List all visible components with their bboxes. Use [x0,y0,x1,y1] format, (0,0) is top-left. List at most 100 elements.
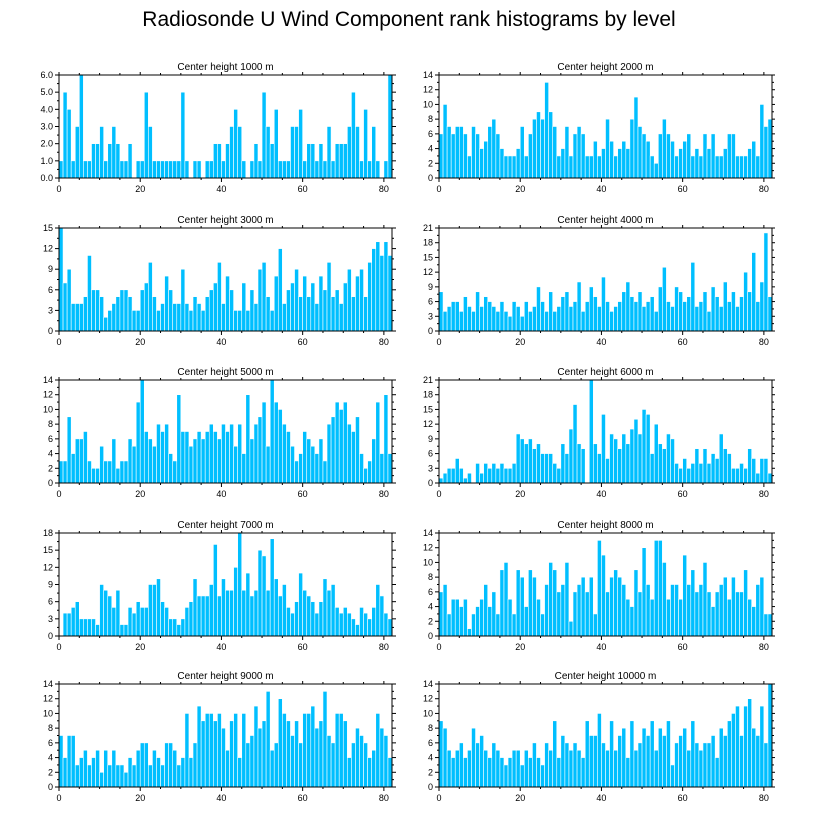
histogram-bar [383,241,389,332]
histogram-bar [249,289,255,332]
histogram-bar [95,143,100,179]
histogram-bar [483,584,489,637]
histogram-bar [507,315,513,332]
histogram-bar [544,311,549,332]
histogram-panel-3: Center height 3000 m 0 3 6 9 12 15 0 20 40 60 80 [43,215,396,347]
histogram-panel-2: Center height 2000 m 0 2 4 6 8 10 12 14 0 20 40 60 80 [423,62,775,194]
histogram-bar [576,584,582,637]
y-tick-label: 0 [428,631,433,641]
histogram-bar [463,598,468,637]
y-tick-label: 2 [428,158,433,168]
histogram-bar [286,720,291,788]
histogram-bar [152,584,157,637]
histogram-bar [662,448,667,484]
histogram-bar [355,126,360,179]
histogram-bar [710,606,716,637]
histogram-bar [649,155,655,179]
histogram-bar [269,310,275,332]
histogram-bar [625,148,631,179]
histogram-bar [314,453,320,484]
y-tick-label: 3 [48,305,53,315]
histogram-bar [637,126,643,179]
y-tick-label: 6 [48,434,53,444]
histogram-bar [499,463,505,484]
histogram-bar [66,735,72,788]
histogram-bar [739,296,744,332]
histogram-bar [135,601,141,637]
histogram-bar [629,606,635,637]
x-tick-label: 40 [596,184,606,194]
histogram-bar [763,458,769,484]
histogram-bar [347,126,352,179]
x-tick-label: 20 [135,489,145,499]
histogram-bar [458,311,464,332]
panel-title: Center height 9000 m [177,671,273,682]
x-tick-label: 20 [515,337,525,347]
histogram-bar [495,613,501,637]
histogram-bar [127,757,133,788]
histogram-bar [645,584,651,637]
histogram-bar [735,155,740,179]
histogram-bar [714,155,720,179]
histogram-bar [367,757,372,788]
histogram-bar [710,286,716,332]
histogram-bar [670,584,675,637]
histogram-bar [763,742,769,788]
histogram-bar [499,757,505,788]
histogram-bar [747,698,752,788]
y-tick-label: 9 [428,282,433,292]
histogram-bar [556,591,562,637]
histogram-bar [355,624,360,637]
y-tick-label: 18 [423,238,433,248]
histogram-bar [115,296,121,332]
histogram-bar [739,591,744,637]
histogram-bar [735,705,740,788]
histogram-bar [751,140,757,179]
histogram-bar [544,82,549,179]
histogram-bar [722,735,728,788]
histogram-bar [727,453,732,484]
histogram-bar [148,584,153,637]
histogram-bar [257,727,263,788]
y-tick-label: 2.0 [40,139,53,149]
histogram-bar [593,140,598,179]
x-tick-label: 20 [515,489,525,499]
y-tick-label: 14 [423,528,433,538]
histogram-bar [74,764,80,788]
histogram-bar [265,296,271,332]
histogram-bar [273,578,279,637]
histogram-panel-4: Center height 4000 m 0 3 6 9 12 15 18 21 0 20 40 60 8… [423,215,775,347]
histogram-bar [576,443,582,484]
histogram-bar [617,448,623,484]
histogram-bar [156,160,161,179]
histogram-bar [208,160,214,179]
histogram-bar [702,133,708,179]
histogram-bar [241,453,247,484]
histogram-bar [245,572,251,637]
histogram-bar [657,286,663,332]
histogram-bar [694,148,700,179]
y-tick-label: 2 [48,463,53,473]
histogram-bar [351,742,356,788]
histogram-bar [160,764,165,788]
histogram-bar [751,606,757,637]
y-tick-label: 10 [423,99,433,109]
histogram-bar [306,438,312,484]
histogram-bar [739,463,744,484]
y-tick-label: 8 [428,114,433,124]
histogram-bar [670,764,675,788]
y-tick-label: 3 [428,311,433,321]
histogram-bar [454,598,460,637]
histogram-bar [552,569,558,637]
histogram-bar [83,749,88,788]
histogram-bar [662,266,667,332]
histogram-panel-6: Center height 6000 m 0 3 6 9 12 15 18 21 0 20 40 60 8… [423,367,775,499]
histogram-bar [192,438,198,484]
histogram-bar [588,155,594,179]
histogram-bar [66,268,72,332]
histogram-bar [217,143,222,179]
histogram-panel-10: Center height 10000 m 0 2 4 6 8 10 12 14 0 20 40 60 8… [423,671,775,803]
y-tick-label: 18 [423,390,433,400]
histogram-bar [282,713,287,788]
histogram-bar [188,601,194,637]
